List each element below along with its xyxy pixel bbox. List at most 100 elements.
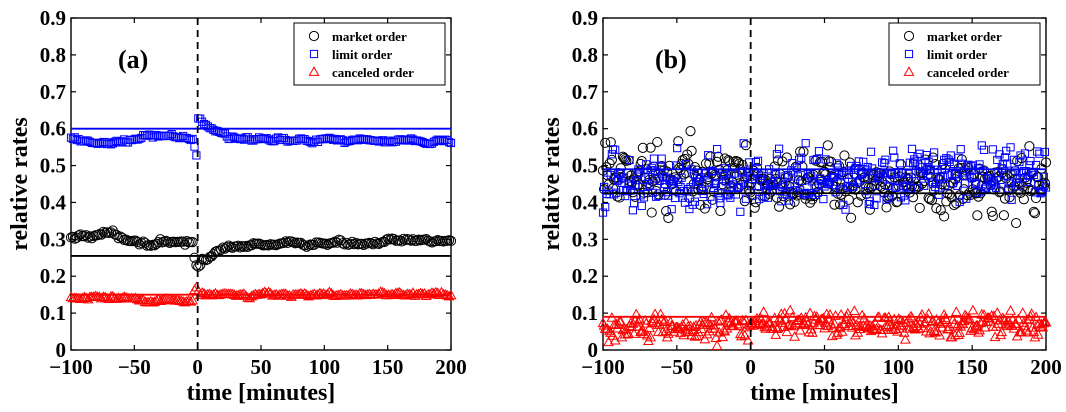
data-point [690,319,702,330]
y-tick-label: 0.8 [40,43,66,67]
data-point [605,137,616,148]
data-point [792,163,801,172]
data-point [836,326,848,336]
data-point [807,172,816,181]
y-tick-label: 0 [588,338,599,362]
data-point [990,320,1002,331]
data-point [931,203,942,214]
data-point [677,173,686,182]
data-point [600,137,611,148]
data-point [834,199,846,210]
data-point [394,286,406,297]
data-point [779,181,788,190]
data-point [1040,147,1049,157]
data-point [777,197,786,206]
data-point [1035,149,1044,158]
data-point [732,183,742,192]
data-point [793,172,803,181]
chart-panel-b: −100 −50 0 50 100 150 200 0 0.1 0.2 0.3 0.4 0.5 0.6 0.… [539,6,1062,406]
data-point [322,288,333,299]
data-point [189,252,200,263]
data-point [630,308,642,319]
x-tick-label: −100 [49,355,92,379]
data-point [720,309,732,319]
data-point [760,181,769,190]
data-point [948,199,960,211]
data-point [717,182,726,191]
data-point [673,144,682,153]
data-point [839,150,850,161]
data-point [822,320,834,331]
data-point [603,336,614,347]
data-point [822,140,833,151]
data-point [692,326,704,337]
data-point [826,330,838,341]
data-point [753,317,765,328]
x-tick-label: 50 [251,355,272,379]
data-point [202,254,213,265]
data-point [116,292,128,303]
data-point [719,325,731,336]
data-point [794,155,804,164]
data-point [654,191,663,200]
chart-panel-a: −100 −50 0 50 100 150 200 0 0.1 0.2 0.3 0.4 0.5 0.6 0.… [7,6,467,406]
data-point [801,315,813,326]
data-point [786,179,795,188]
data-point [610,318,622,329]
data-point [758,306,770,316]
panel-label: (b) [655,45,687,74]
data-point [861,187,870,196]
data-point [749,202,760,213]
data-point [996,326,1008,337]
data-point [707,167,716,176]
data-point [606,170,615,180]
data-point [947,314,959,324]
data-point [863,162,872,172]
data-point [645,142,656,153]
data-point [783,318,795,329]
data-point [623,328,634,338]
data-point [895,159,904,168]
data-point [609,190,619,199]
data-point [605,190,614,199]
x-axis-label: time [minutes] [750,380,899,406]
data-point [740,314,752,325]
legend-label: canceled order [927,65,1009,80]
data-point [829,173,838,182]
data-point [443,290,455,301]
data-point [848,177,857,187]
data-point [770,329,782,339]
data-point [951,170,960,179]
data-point [625,317,637,328]
data-point [1014,182,1023,191]
legend-marker [309,49,319,59]
data-point [1033,147,1042,156]
data-point [716,198,725,208]
data-point [940,314,952,324]
data-point [445,235,457,246]
data-point [149,296,161,306]
data-point [837,179,846,188]
legend-label: limit order [927,47,988,62]
data-point [850,329,861,340]
data-point [794,324,806,335]
data-point [611,145,620,154]
data-point [320,238,331,249]
data-point [235,242,246,253]
data-point [136,237,147,249]
data-point [624,320,636,331]
data-point [812,155,821,164]
data-point [926,194,938,206]
data-point [92,230,103,241]
data-point [1029,208,1041,219]
data-point [798,176,807,185]
series-limit-order [66,114,456,160]
data-point [667,205,676,214]
data-point [1037,188,1046,197]
data-point [73,230,84,241]
data-point [687,324,699,335]
data-point [924,157,933,166]
data-point [821,155,830,164]
data-point [712,315,724,326]
data-point [984,312,995,323]
